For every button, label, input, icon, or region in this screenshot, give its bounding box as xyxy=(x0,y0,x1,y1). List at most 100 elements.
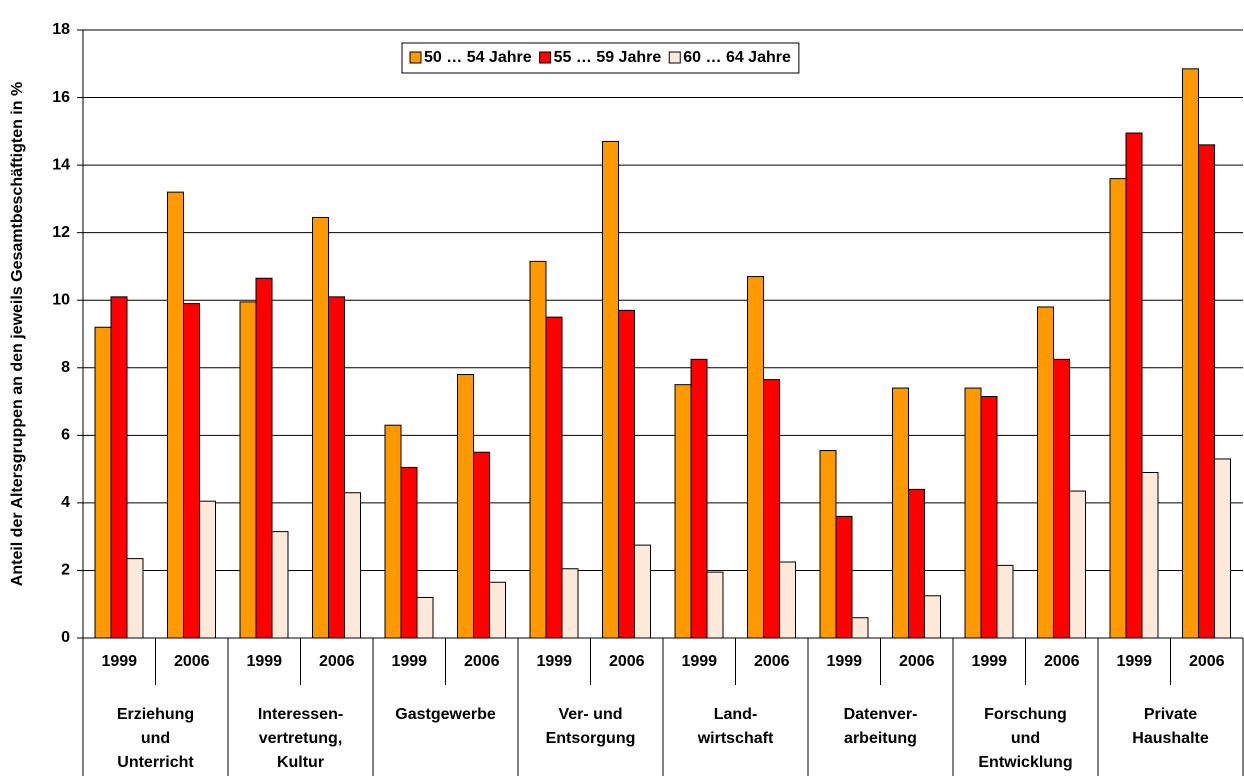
group-label: Datenver- xyxy=(844,706,918,723)
group-label: Unterricht xyxy=(117,754,194,771)
bar xyxy=(1053,358,1070,639)
bar xyxy=(271,531,289,639)
bar xyxy=(1109,178,1127,639)
group-label: Haushalte xyxy=(1132,730,1209,747)
y-tick-label: 2 xyxy=(61,562,70,579)
bar xyxy=(1125,132,1143,639)
bar xyxy=(747,276,764,639)
legend-swatch xyxy=(539,51,552,64)
y-tick-label: 18 xyxy=(52,21,70,38)
group-label: vertretung, xyxy=(259,730,343,747)
x-tick-label: 1999 xyxy=(971,653,1007,670)
y-tick-label: 16 xyxy=(52,89,70,106)
group-label: arbeitung xyxy=(844,730,917,747)
bar xyxy=(674,384,692,639)
x-tick-label: 1999 xyxy=(101,653,137,670)
legend-label: 60 … 64 Jahre xyxy=(683,49,791,66)
x-tick-label: 1999 xyxy=(536,653,572,670)
bar xyxy=(561,568,579,639)
group-label: Gastgewerbe xyxy=(395,706,496,723)
bar xyxy=(763,379,780,639)
x-tick-label: 2006 xyxy=(1189,653,1225,670)
group-label: Entsorgung xyxy=(546,730,636,747)
bar xyxy=(457,374,474,639)
bar xyxy=(416,596,434,639)
group-label: Entwicklung xyxy=(978,754,1072,771)
group-label: wirtschaft xyxy=(697,730,774,747)
legend xyxy=(401,42,800,74)
bar xyxy=(529,260,547,639)
legend-swatch xyxy=(668,51,681,64)
bar xyxy=(183,303,200,639)
bar xyxy=(489,581,506,639)
bar xyxy=(473,451,490,639)
group-label: Interessen- xyxy=(258,706,343,723)
bar xyxy=(1182,68,1199,639)
bar xyxy=(545,316,563,639)
bar xyxy=(1214,458,1231,639)
y-tick-label: 4 xyxy=(61,494,70,511)
bar xyxy=(924,595,941,639)
bar xyxy=(779,561,796,639)
x-tick-label: 2006 xyxy=(609,653,645,670)
bar xyxy=(384,424,402,639)
x-tick-label: 2006 xyxy=(754,653,790,670)
x-tick-label: 2006 xyxy=(899,653,935,670)
x-tick-label: 2006 xyxy=(1044,653,1080,670)
x-tick-label: 2006 xyxy=(174,653,210,670)
x-tick-label: 2006 xyxy=(319,653,355,670)
group-label: Forschung xyxy=(984,706,1067,723)
legend-label: 50 … 54 Jahre xyxy=(424,49,532,66)
bar xyxy=(706,571,724,639)
group-label: Land- xyxy=(714,706,758,723)
y-tick-label: 8 xyxy=(61,359,70,376)
bar xyxy=(328,296,345,639)
y-tick-label: 10 xyxy=(52,291,70,308)
legend-label: 55 … 59 Jahre xyxy=(554,49,662,66)
y-axis-label: Anteil der Altersgruppen an den jeweils … xyxy=(9,82,26,586)
bar xyxy=(167,191,184,639)
group-label: und xyxy=(1011,730,1040,747)
bar xyxy=(819,450,837,639)
group-label: und xyxy=(141,730,170,747)
bar xyxy=(908,488,925,639)
bar xyxy=(634,544,651,639)
bar xyxy=(892,387,909,639)
bar xyxy=(239,301,257,639)
bar xyxy=(996,564,1014,639)
bar xyxy=(690,358,708,639)
x-tick-label: 2006 xyxy=(464,653,500,670)
bar xyxy=(126,558,144,639)
bar xyxy=(344,492,361,639)
bar xyxy=(1141,471,1159,639)
bar xyxy=(835,515,853,639)
group-label: Private xyxy=(1144,706,1197,723)
x-tick-label: 1999 xyxy=(681,653,717,670)
bar xyxy=(1069,490,1086,639)
bar xyxy=(980,395,998,639)
y-tick-label: 0 xyxy=(61,629,70,646)
bar xyxy=(199,500,216,639)
bar xyxy=(110,296,128,639)
bar xyxy=(602,140,619,639)
group-label: Kultur xyxy=(277,754,324,771)
x-tick-label: 1999 xyxy=(246,653,282,670)
bar xyxy=(400,466,418,639)
bar xyxy=(312,216,329,639)
bar xyxy=(1037,306,1054,639)
y-tick-label: 14 xyxy=(52,156,70,173)
x-tick-label: 1999 xyxy=(1116,653,1152,670)
bar xyxy=(618,309,635,639)
x-tick-label: 1999 xyxy=(826,653,862,670)
bar xyxy=(94,326,112,639)
bar xyxy=(851,617,869,639)
group-label: Erziehung xyxy=(117,706,194,723)
y-tick-label: 12 xyxy=(52,224,70,241)
bar xyxy=(1198,144,1215,639)
bar xyxy=(255,277,273,639)
legend-swatch xyxy=(409,51,422,64)
x-tick-label: 1999 xyxy=(391,653,427,670)
group-label: Ver- und xyxy=(558,706,622,723)
bar xyxy=(964,387,982,639)
